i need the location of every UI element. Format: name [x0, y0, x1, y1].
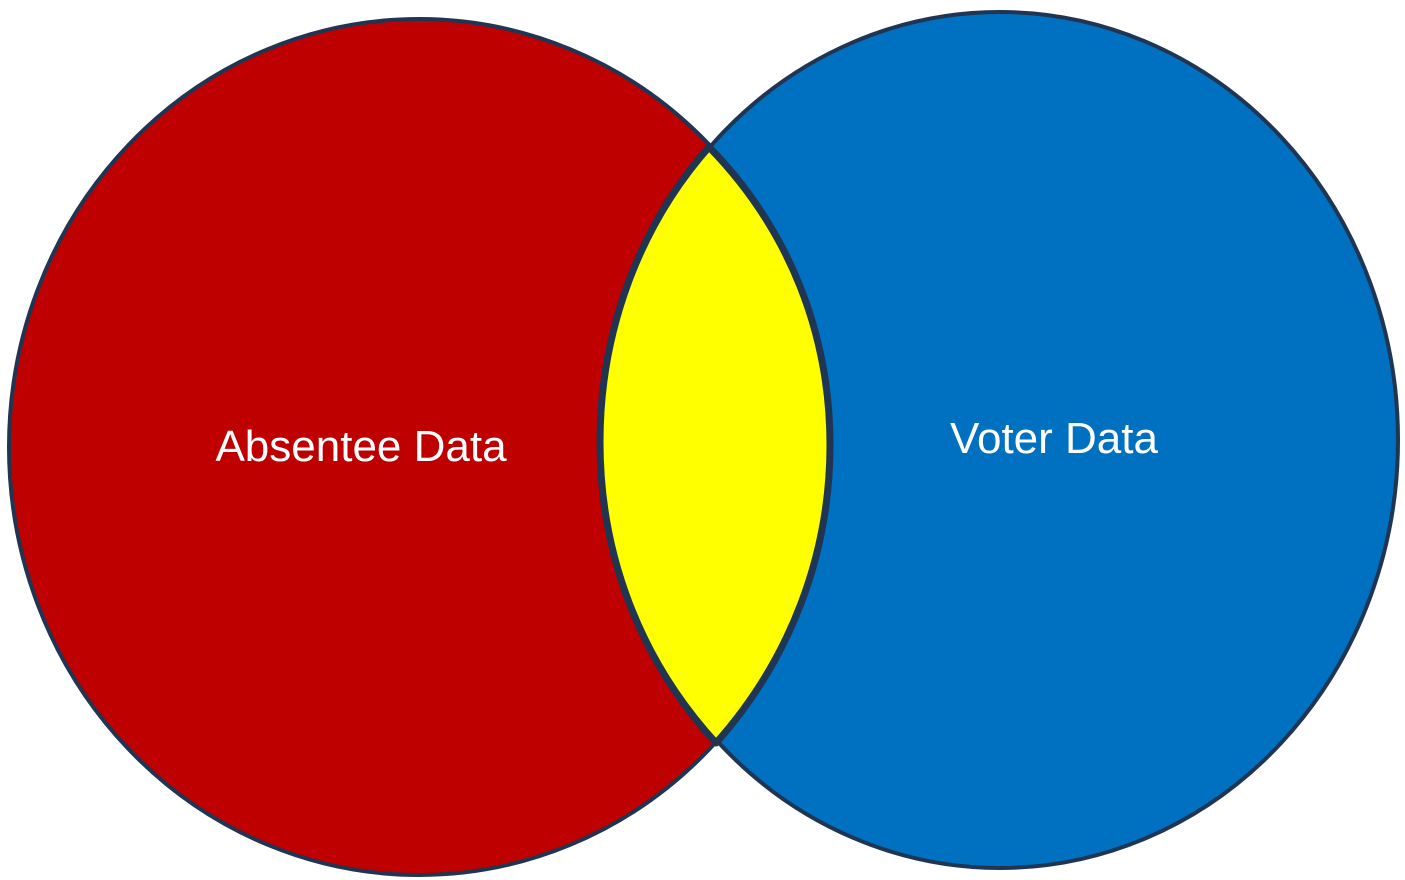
absentee-data-label: Absentee Data [215, 422, 507, 471]
overlap-region [596, 143, 834, 747]
voter-data-label: Voter Data [950, 414, 1158, 463]
